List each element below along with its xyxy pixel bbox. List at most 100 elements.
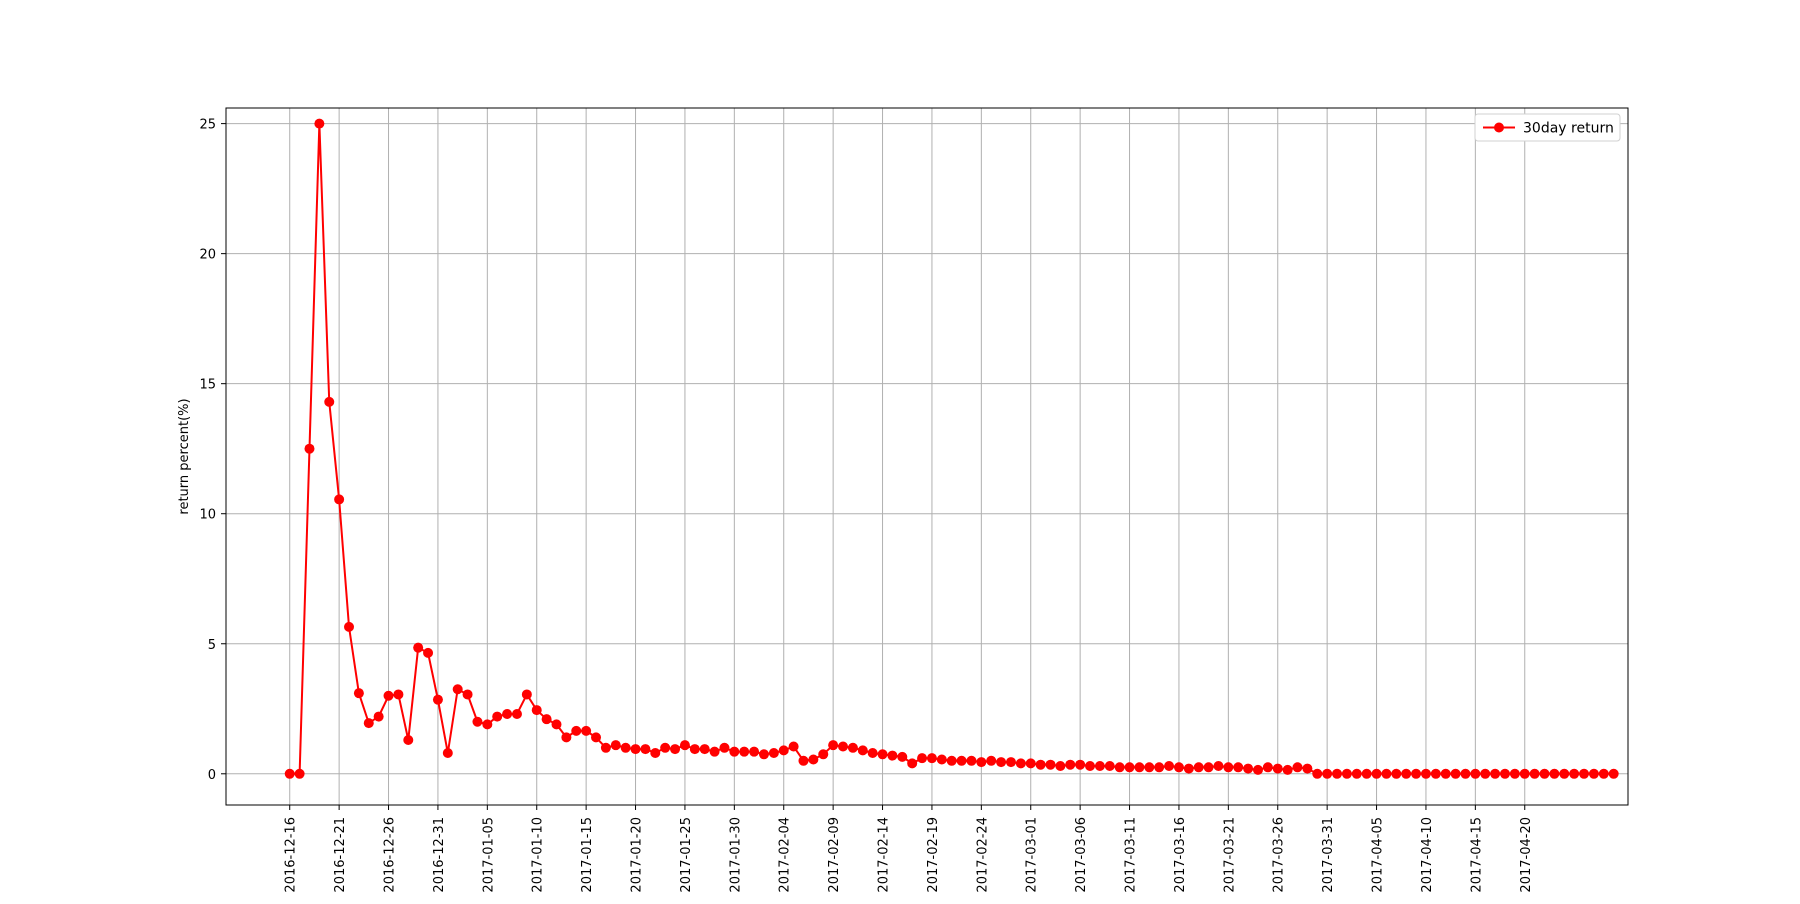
x-tick-label: 2017-02-09 xyxy=(827,817,842,893)
data-point xyxy=(1440,768,1451,779)
data-point xyxy=(758,749,769,760)
data-point xyxy=(1154,762,1165,773)
x-tick-label: 2017-02-24 xyxy=(975,817,990,893)
y-tick-label: 5 xyxy=(208,638,216,653)
x-tick-label: 2017-04-20 xyxy=(1519,817,1534,893)
data-point xyxy=(1015,758,1026,769)
x-tick-label: 2017-02-19 xyxy=(926,817,941,893)
data-point xyxy=(739,746,750,757)
data-point xyxy=(1569,768,1580,779)
data-point xyxy=(1411,768,1422,779)
data-point xyxy=(482,719,493,730)
series-layer xyxy=(284,118,1619,779)
data-point xyxy=(1519,768,1530,779)
data-point xyxy=(1450,768,1461,779)
x-tick-label: 2016-12-21 xyxy=(333,817,348,893)
data-point xyxy=(1401,768,1412,779)
data-point xyxy=(1104,760,1115,771)
data-point xyxy=(729,746,740,757)
legend-label: 30day return xyxy=(1523,121,1614,137)
legend: 30day return xyxy=(1474,113,1621,142)
data-point xyxy=(383,690,394,701)
data-point xyxy=(511,708,522,719)
data-point xyxy=(442,747,453,758)
data-point xyxy=(373,711,384,722)
data-point xyxy=(749,746,760,757)
data-point xyxy=(1381,768,1392,779)
data-point xyxy=(284,768,295,779)
data-point xyxy=(1045,759,1056,770)
data-point xyxy=(541,714,552,725)
x-tick-label: 2017-03-26 xyxy=(1272,817,1287,893)
data-point xyxy=(363,718,374,729)
data-point xyxy=(699,744,710,755)
data-point xyxy=(1490,768,1501,779)
data-point xyxy=(403,734,414,745)
data-point xyxy=(502,708,513,719)
legend-marker xyxy=(1494,122,1504,133)
data-point xyxy=(1065,759,1076,770)
data-point xyxy=(1460,768,1471,779)
data-point xyxy=(660,742,671,753)
data-point xyxy=(1272,763,1283,774)
data-point xyxy=(1588,768,1599,779)
y-tick-label: 0 xyxy=(208,768,216,783)
data-point xyxy=(413,642,424,653)
data-point xyxy=(877,749,888,760)
x-tick-label: 2017-03-06 xyxy=(1074,817,1089,893)
data-point xyxy=(304,443,315,454)
data-point xyxy=(1114,762,1125,773)
x-tick-label: 2017-01-10 xyxy=(531,817,546,893)
data-point xyxy=(1025,758,1036,769)
data-point xyxy=(1509,768,1520,779)
data-point xyxy=(1223,762,1234,773)
data-point xyxy=(393,689,404,700)
data-point xyxy=(1549,768,1560,779)
data-point xyxy=(1055,760,1066,771)
data-point xyxy=(571,725,582,736)
data-point xyxy=(462,689,473,700)
data-point xyxy=(551,719,562,730)
data-point xyxy=(630,744,641,755)
y-axis-ticks: 0 5 10 15 20 25 xyxy=(199,118,226,783)
data-point xyxy=(867,747,878,758)
data-point xyxy=(344,621,355,632)
data-point xyxy=(976,757,987,768)
data-point xyxy=(1598,768,1609,779)
data-point xyxy=(650,747,661,758)
data-point xyxy=(966,755,977,766)
grid-lines xyxy=(226,108,1628,805)
y-tick-label: 15 xyxy=(199,378,216,393)
data-point xyxy=(897,751,908,762)
data-point xyxy=(1213,760,1224,771)
data-point xyxy=(472,716,483,727)
data-point xyxy=(1529,768,1540,779)
x-tick-label: 2017-02-04 xyxy=(778,817,793,893)
data-point xyxy=(620,742,631,753)
data-point xyxy=(1539,768,1550,779)
data-point xyxy=(1302,763,1313,774)
plot-frame xyxy=(225,107,1629,806)
data-point xyxy=(986,755,997,766)
data-point xyxy=(1144,762,1155,773)
data-point xyxy=(1005,757,1016,768)
x-tick-label: 2016-12-16 xyxy=(284,817,299,893)
data-point xyxy=(1193,762,1204,773)
data-point xyxy=(1579,768,1590,779)
data-point xyxy=(907,758,918,769)
data-point xyxy=(1075,759,1086,770)
data-point xyxy=(1341,768,1352,779)
data-point xyxy=(768,747,779,758)
data-point xyxy=(1351,768,1362,779)
data-point xyxy=(334,494,345,505)
data-point xyxy=(600,742,611,753)
data-point xyxy=(887,750,898,761)
data-point xyxy=(917,753,928,764)
x-tick-label: 2017-02-14 xyxy=(877,817,892,893)
data-point xyxy=(670,744,681,755)
data-point xyxy=(689,744,700,755)
data-point xyxy=(719,742,730,753)
data-point xyxy=(1262,762,1273,773)
data-point xyxy=(1164,760,1175,771)
data-point xyxy=(709,746,720,757)
